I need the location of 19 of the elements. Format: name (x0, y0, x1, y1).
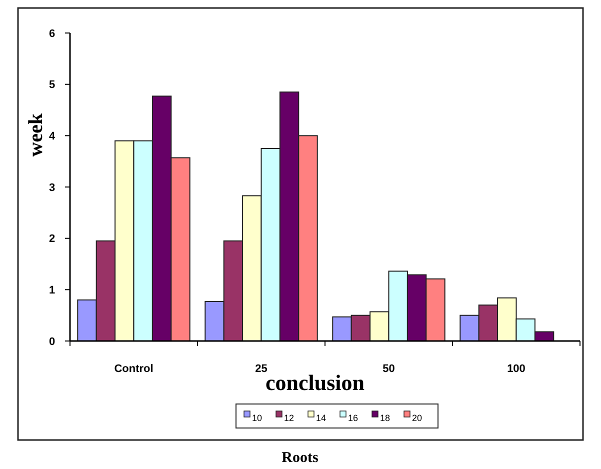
x-tick-label: 50 (382, 363, 395, 375)
y-tick-label: 2 (48, 233, 56, 246)
y-tick-label: 1 (48, 284, 56, 297)
y-tick-label: 0 (48, 336, 56, 348)
x-tick-label: 100 (507, 363, 526, 375)
legend-label: 20 (412, 413, 422, 423)
y-axis-title: week (25, 112, 47, 157)
y-tick-label: 6 (48, 28, 56, 40)
text: Roots (282, 450, 318, 466)
legend-label: 10 (252, 413, 262, 423)
legend-label: 12 (284, 413, 294, 423)
y-tick-label: 4 (48, 130, 56, 143)
x-tick-label: Control (114, 363, 154, 375)
y-tick-label: 5 (48, 79, 56, 92)
legend-label: 18 (380, 413, 390, 423)
x-tick-label: 25 (255, 363, 268, 375)
y-tick-label: 3 (48, 182, 56, 194)
legend-label: 14 (316, 413, 326, 423)
legend-label: 16 (348, 413, 358, 423)
